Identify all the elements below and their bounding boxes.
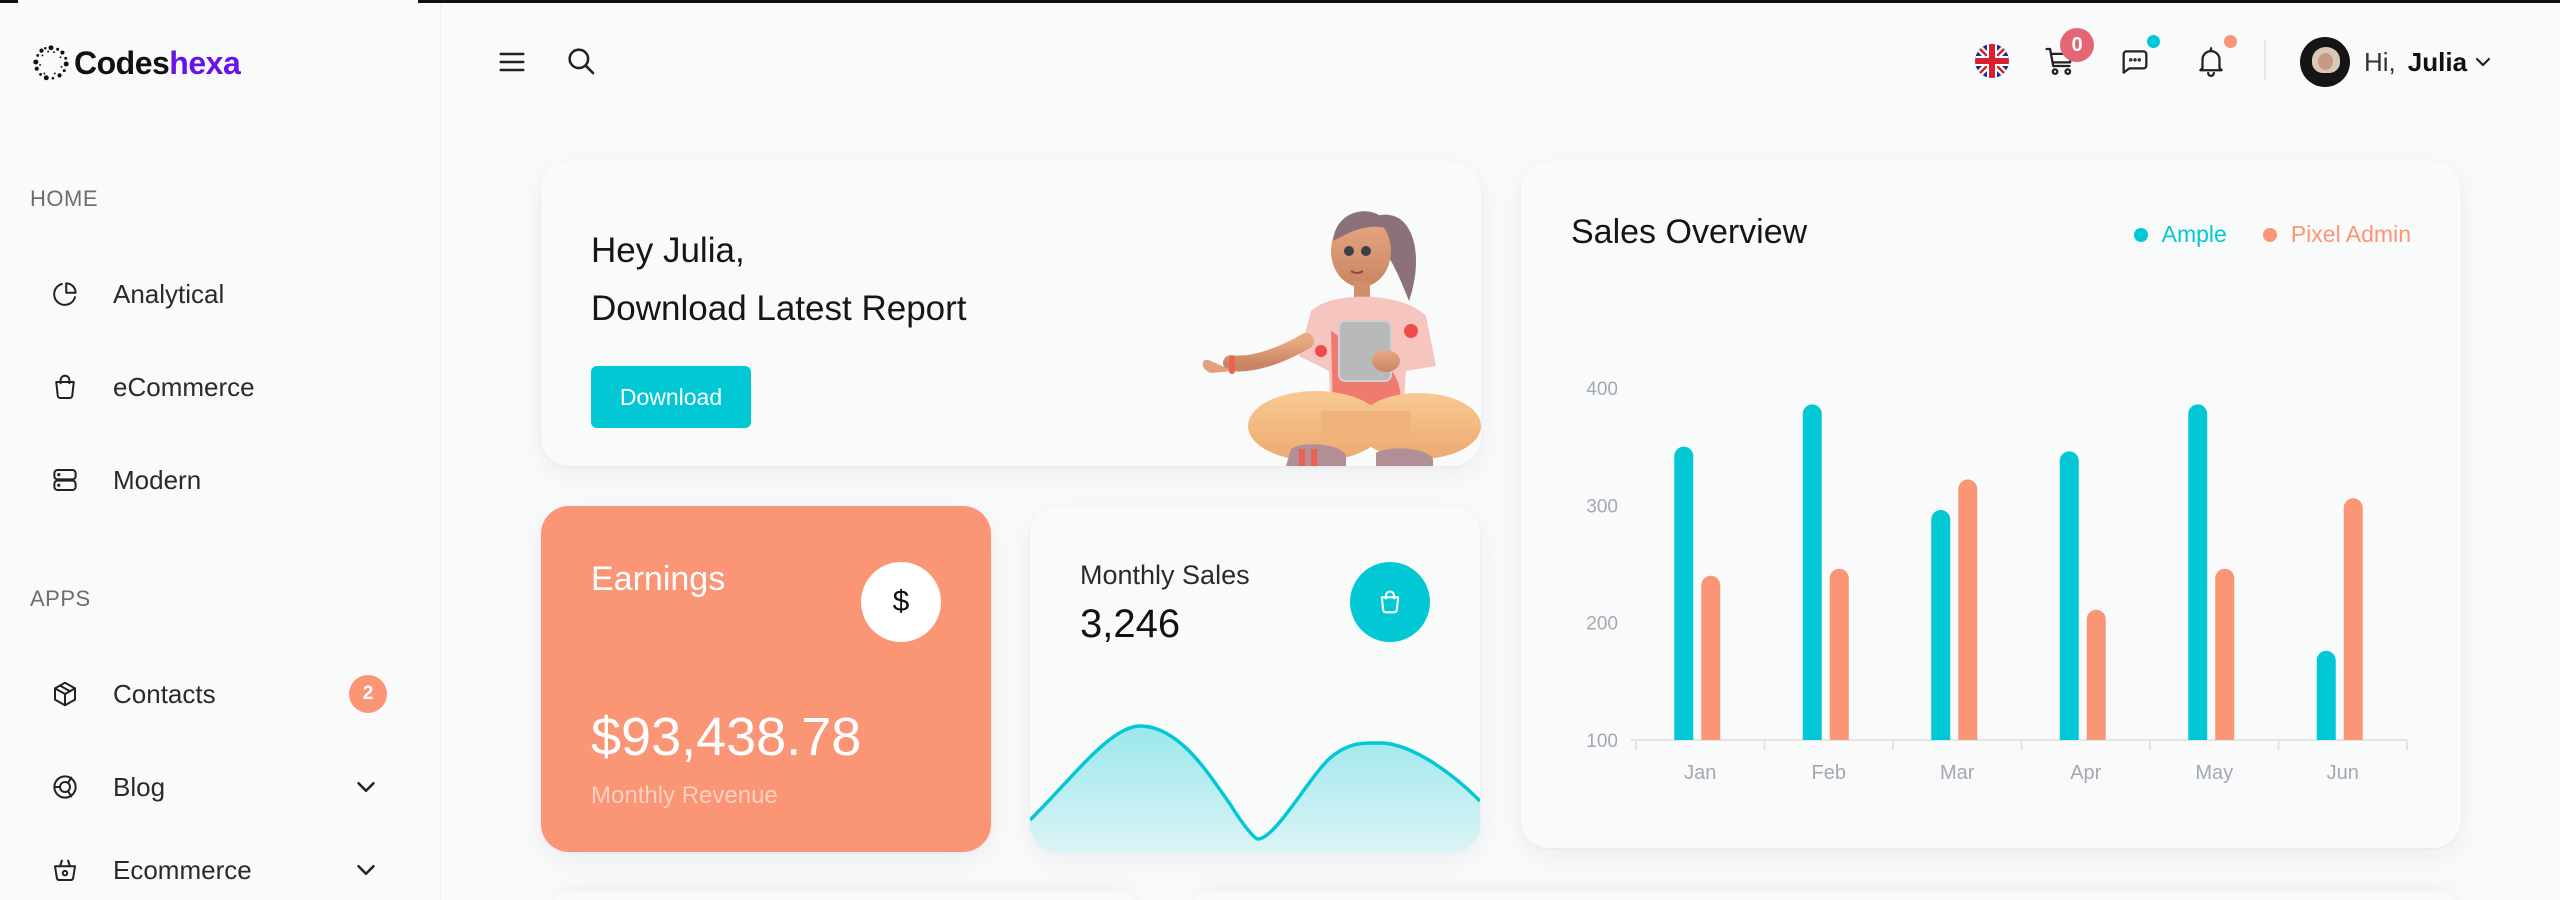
bar-pixel-admin-apr[interactable] (2086, 609, 2106, 740)
shopping-bag-icon (1380, 590, 1400, 614)
bar-ample-apr[interactable] (2059, 451, 2079, 740)
x-axis-tick-label: Jan (1684, 762, 1716, 784)
y-axis-tick-label: 200 (1586, 614, 1618, 635)
bar-pixel-admin-jun[interactable] (2343, 498, 2363, 740)
legend-label: Ample (2161, 221, 2227, 247)
y-axis-tick-label: 300 (1586, 496, 1618, 517)
aperture-icon (53, 775, 77, 799)
cart-count-badge: 0 (2060, 28, 2094, 62)
user-name: Julia (2407, 46, 2468, 77)
shopping-bag-button[interactable] (1350, 562, 1430, 642)
bar-pixel-admin-feb[interactable] (1829, 568, 1849, 740)
sidebar-item-label: eCommerce (113, 371, 255, 402)
search-icon[interactable] (564, 44, 598, 78)
shopping-bag-icon (55, 374, 75, 400)
sidebar-item-label: Blog (113, 771, 166, 802)
sidebar-item-ecommerce-app[interactable]: Ecommerce (50, 840, 395, 900)
bar-ample-may[interactable] (2188, 404, 2208, 740)
chart-legend: Ample Pixel Admin (2098, 221, 2411, 248)
server-icon (53, 469, 77, 491)
x-axis-tick-label: Feb (1812, 762, 1846, 784)
sidebar-item-label: Contacts (113, 678, 216, 709)
window-top-border-gap (18, 0, 418, 3)
brand-name-part2: hexa (169, 44, 241, 81)
greeting: Hi, (2364, 46, 2396, 77)
partial-card-bottom-left (555, 892, 1135, 900)
x-axis-tick-label: Jun (2327, 762, 2359, 784)
uk-flag-icon[interactable] (1975, 44, 2009, 78)
bar-ample-jan[interactable] (1674, 446, 1694, 740)
chevron-down-icon[interactable] (351, 855, 381, 885)
section-label-home: HOME (30, 186, 98, 211)
sidebar-item-label: Analytical (113, 278, 225, 309)
sidebar-item-contacts[interactable]: Contacts 2 (50, 664, 395, 724)
welcome-card: Hey Julia, Download Latest Report Downlo… (541, 161, 1481, 466)
sales-overview-card: Sales Overview Ample Pixel Admin 100 200 3… (1521, 161, 2461, 848)
bar-ample-feb[interactable] (1802, 404, 1822, 740)
sales-bar-chart: 100 200 300 400 Jan Feb Mar Apr May Jun (1586, 379, 2408, 784)
avatar (2300, 37, 2350, 87)
legend-dot (2133, 227, 2148, 242)
chat-unread-dot (2147, 35, 2160, 48)
y-axis-tick-label: 400 (1586, 379, 1618, 400)
sidebar-item-label: Modern (113, 464, 202, 495)
pie-chart-icon (53, 282, 77, 306)
earnings-card: Earnings $ $93,438.78 Monthly Revenue (541, 506, 991, 852)
monthly-sales-value: 3,246 (1080, 602, 1181, 646)
brand-name-part1: Codes (74, 44, 170, 81)
dollar-icon: $ (861, 562, 941, 642)
legend-dot (2262, 227, 2277, 242)
window-top-border (0, 0, 2560, 3)
earnings-title: Earnings (591, 560, 726, 598)
sidebar: Codeshexa HOME Analytical eCommerce Mode… (0, 0, 441, 900)
bar-pixel-admin-jan[interactable] (1701, 575, 1721, 740)
section-label-apps: APPS (30, 586, 91, 611)
download-button[interactable]: Download (591, 366, 751, 428)
sidebar-item-label: Ecommerce (113, 854, 252, 885)
sidebar-item-analytical[interactable]: Analytical (50, 264, 395, 324)
sidebar-item-modern[interactable]: Modern (50, 450, 395, 510)
contacts-count-badge: 2 (349, 675, 387, 713)
sales-overview-title: Sales Overview (1571, 213, 1808, 251)
chevron-down-icon[interactable] (351, 772, 381, 802)
bar-ample-jun[interactable] (2316, 650, 2336, 740)
legend-label: Pixel Admin (2290, 221, 2411, 247)
monthly-sales-card: Monthly Sales 3,246 (1030, 506, 1480, 852)
menu-icon[interactable] (496, 46, 528, 78)
monthly-sales-title: Monthly Sales (1080, 560, 1250, 590)
welcome-message: Download Latest Report (591, 289, 967, 328)
legend-item-ample[interactable]: Ample (2133, 221, 2227, 248)
x-axis-tick-label: Mar (1940, 762, 1975, 784)
earnings-amount: $93,438.78 (591, 707, 862, 767)
chat-icon[interactable] (2118, 45, 2152, 79)
monthly-sales-area-chart (1030, 724, 1480, 852)
chevron-down-icon (2475, 57, 2491, 67)
sidebar-item-blog[interactable]: Blog (50, 757, 395, 817)
dollar-symbol: $ (892, 585, 910, 618)
header-divider (2264, 40, 2266, 80)
welcome-greeting: Hey Julia, (591, 231, 745, 270)
bar-ample-mar[interactable] (1931, 510, 1951, 740)
box-icon (54, 681, 76, 707)
brand-name: Codeshexa (74, 44, 241, 82)
y-axis-tick-label: 100 (1586, 731, 1618, 752)
earnings-caption: Monthly Revenue (591, 782, 778, 809)
bar-pixel-admin-may[interactable] (2215, 568, 2235, 740)
brand-logo[interactable]: Codeshexa (32, 44, 241, 82)
user-profile-menu[interactable]: Hi, Julia (2300, 37, 2495, 87)
sidebar-item-ecommerce[interactable]: eCommerce (50, 357, 395, 417)
bell-icon[interactable] (2194, 44, 2228, 78)
dotted-ring-logo-icon (33, 45, 69, 81)
partial-card-bottom-right (1195, 892, 2455, 900)
notification-dot (2224, 35, 2237, 48)
bar-pixel-admin-mar[interactable] (1958, 479, 1978, 740)
basket-icon (54, 859, 76, 881)
legend-item-pixel-admin[interactable]: Pixel Admin (2262, 221, 2411, 248)
x-axis-tick-label: Apr (2070, 762, 2101, 784)
x-axis-tick-label: May (2195, 762, 2233, 784)
girl-with-tablet-illustration (1202, 211, 1481, 466)
